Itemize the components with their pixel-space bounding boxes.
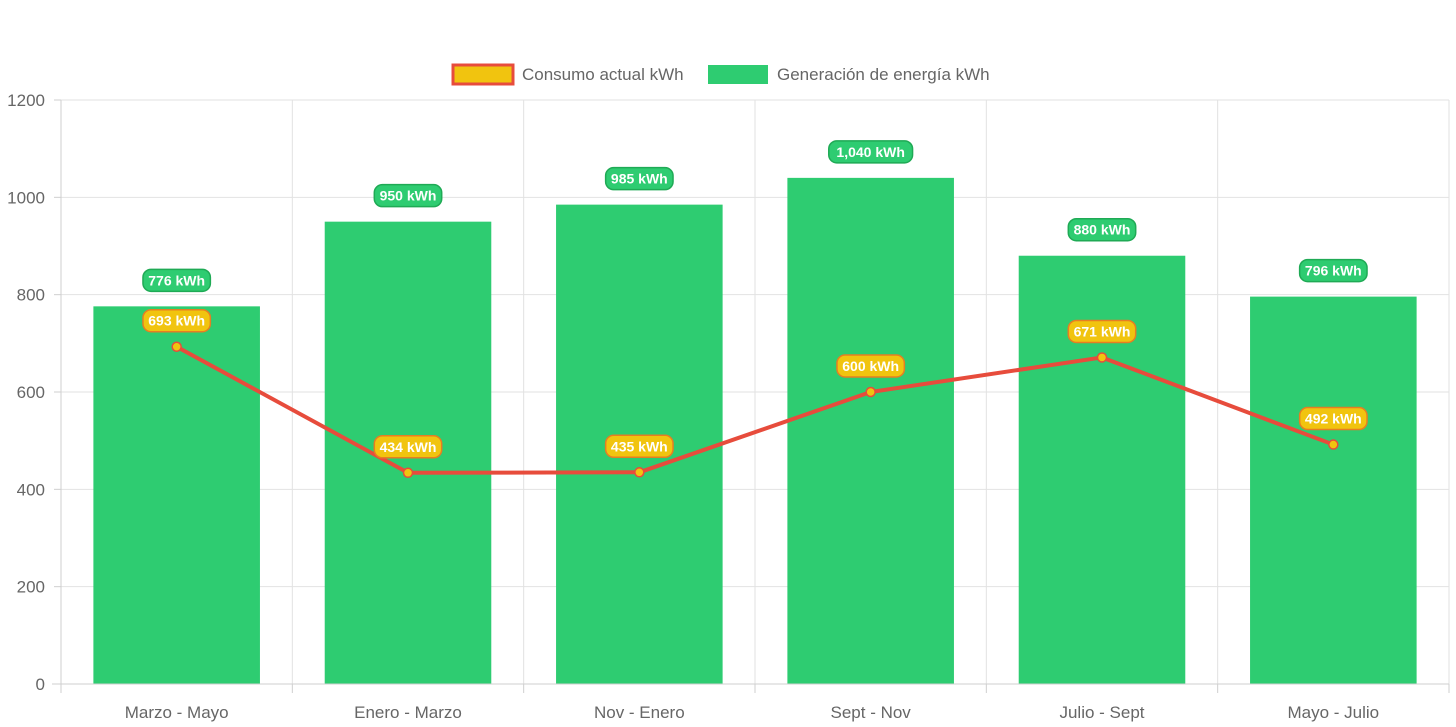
line-series [171, 341, 1339, 479]
legend-label-generacion: Generación de energía kWh [777, 65, 990, 84]
data-label-badge [604, 166, 674, 191]
data-label-consumo: 600 kWh [836, 354, 906, 378]
point-consumo[interactable] [402, 467, 414, 479]
x-tick-label: Enero - Marzo [354, 703, 462, 722]
axes: 0 200 400 600 800 1000 1200 Marzo - Mayo Enero -… [7, 91, 1450, 722]
point-consumo[interactable] [1328, 439, 1339, 450]
x-tick-label: Julio - Sept [1059, 703, 1144, 722]
data-label-text: 880 kWh [1074, 222, 1131, 238]
y-tick-label: 0 [36, 675, 45, 694]
bars [93, 177, 1417, 684]
bar-generacion[interactable] [93, 306, 260, 684]
data-label-text: 435 kWh [611, 438, 668, 454]
data-label-badge [373, 435, 443, 459]
data-label-badge [604, 434, 674, 459]
data-label-badge [142, 308, 212, 333]
data-label-consumo: 693 kWh [142, 308, 212, 333]
x-tick-label: Sept - Nov [831, 703, 912, 722]
data-label-generacion: 880 kWh [1067, 217, 1137, 242]
y-tick-label: 400 [17, 480, 45, 499]
legend-swatch-generacion [708, 65, 768, 84]
data-label-generacion: 950 kWh [373, 183, 443, 208]
data-label-text: 985 kWh [611, 171, 668, 187]
data-label-text: 776 kWh [148, 272, 205, 288]
data-label-consumo: 492 kWh [1298, 406, 1368, 431]
data-label-text: 1,040 kWh [836, 144, 904, 160]
data-label-consumo: 671 kWh [1067, 319, 1137, 344]
legend-item-generacion[interactable]: Generación de energía kWh [708, 65, 990, 84]
data-label-consumo: 435 kWh [604, 434, 674, 459]
y-tick-label: 1200 [7, 91, 45, 110]
y-tick-label: 600 [17, 383, 45, 402]
x-tick-label: Mayo - Julio [1288, 703, 1380, 722]
legend-item-consumo[interactable]: Consumo actual kWh [451, 63, 684, 86]
data-labels: 776 kWh 950 kWh 985 kWh 1,040 kWh 880 kWh 796… [142, 140, 1368, 459]
point-consumo[interactable] [171, 341, 182, 352]
data-label-badge [142, 268, 212, 293]
data-label-badge [836, 354, 906, 378]
data-label-generacion: 796 kWh [1298, 258, 1368, 283]
data-label-badge [1067, 319, 1137, 344]
legend-label-consumo: Consumo actual kWh [522, 65, 684, 84]
data-label-badge [1298, 406, 1368, 431]
legend-swatch-consumo [451, 63, 515, 86]
point-consumo[interactable] [865, 386, 876, 398]
point-consumo[interactable] [1096, 352, 1108, 363]
line-consumo [175, 344, 1335, 475]
x-tick-label: Marzo - Mayo [125, 703, 229, 722]
data-label-text: 796 kWh [1305, 263, 1362, 279]
data-label-generacion: 985 kWh [604, 166, 674, 191]
bar-generacion[interactable] [1250, 296, 1417, 684]
data-label-text: 492 kWh [1305, 411, 1362, 427]
data-label-text: 434 kWh [380, 439, 437, 455]
data-label-text: 671 kWh [1074, 323, 1131, 339]
y-tick-label: 800 [17, 286, 45, 305]
data-label-text: 600 kWh [842, 358, 899, 374]
data-label-badge [1067, 217, 1137, 242]
y-tick-label: 1000 [7, 188, 45, 207]
data-label-text: 693 kWh [148, 313, 205, 329]
x-tick-label: Nov - Enero [594, 703, 685, 722]
data-label-badge [373, 183, 443, 208]
data-label-text: 950 kWh [380, 188, 437, 204]
data-label-generacion: 1,040 kWh [828, 140, 914, 164]
grid [61, 99, 1450, 684]
y-tick-label: 200 [17, 578, 45, 597]
data-label-generacion: 776 kWh [142, 268, 212, 293]
point-consumo[interactable] [634, 467, 645, 478]
data-label-consumo: 434 kWh [373, 435, 443, 459]
data-label-badge [1298, 258, 1368, 283]
legend: Consumo actual kWh Generación de energía… [451, 63, 990, 86]
data-label-badge [828, 140, 914, 164]
bar-generacion[interactable] [787, 177, 954, 684]
